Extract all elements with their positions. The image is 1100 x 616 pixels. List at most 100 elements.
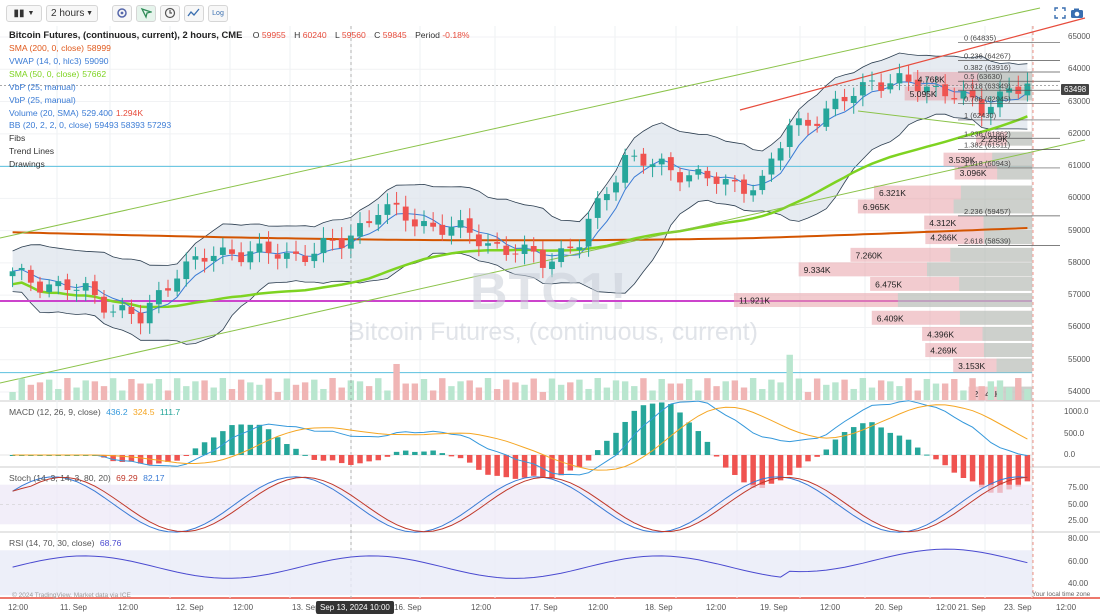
volume-bar [749, 378, 757, 400]
volume-by-price-bar [954, 165, 1032, 180]
fib-level-label: 1.618 (60943) [964, 159, 1011, 168]
macd-hist-bar [741, 455, 747, 483]
candle-body [137, 312, 144, 324]
macd-hist-bar [969, 455, 976, 482]
candle-body [229, 249, 235, 254]
macd-hist-bar [649, 403, 656, 455]
macd-hist-bar [311, 455, 318, 460]
candle-body [695, 169, 702, 175]
macd-hist-bar [201, 442, 208, 455]
volume-bar [731, 380, 739, 400]
legend-row-vbp-25-manual[interactable]: VbP (25, manual) [9, 94, 470, 107]
volume-bar [859, 378, 867, 400]
volume-bar [594, 378, 601, 400]
legend-row-fibs[interactable]: Fibs [9, 132, 470, 145]
volume-by-price-bar [857, 199, 1032, 214]
candle-body [110, 311, 117, 313]
clock-button[interactable] [160, 4, 180, 22]
candle-body [576, 247, 583, 250]
interval-select[interactable]: 2 hours ▼ [46, 4, 98, 22]
candle-body [750, 190, 757, 196]
indicators-button[interactable] [184, 4, 204, 22]
volume-bar [91, 381, 99, 400]
trend-line-resistance [739, 17, 1086, 111]
time-axis-label: 12:00 [706, 603, 727, 612]
candle-body [549, 261, 555, 270]
volume-bar [228, 389, 236, 400]
candle-body [466, 218, 473, 233]
macd-hist-bar [220, 431, 226, 455]
macd-hist-bar [713, 455, 720, 457]
legend-row-drawings[interactable]: Drawings [9, 158, 470, 171]
legend-row-sma-200-0-close[interactable]: SMA (200, 0, close) 58999 [9, 42, 470, 55]
legend-row-volume-20-sma[interactable]: Volume (20, SMA) 529.400 1.294K [9, 107, 470, 120]
vbp-label: 3.539K [949, 155, 976, 165]
candle-body [805, 119, 811, 126]
open-value: 59955 [261, 30, 286, 40]
vbp-label: 5.095K [910, 89, 937, 99]
fib-level-label: 0.5 (63630) [964, 72, 1003, 81]
legend-row-trend-lines[interactable]: Trend Lines [9, 145, 470, 158]
candle-body [942, 84, 949, 97]
volume-bar [311, 379, 318, 400]
legend-row-sma-50-0-close[interactable]: SMA (50, 0, close) 57662 [9, 68, 470, 81]
time-axis-label: 16. Sep [394, 603, 422, 612]
macd-hist-bar [366, 455, 372, 462]
volume-bar [1015, 378, 1022, 400]
macd-hist-bar [110, 455, 116, 462]
volume-bar [969, 378, 976, 400]
screenshot-button[interactable] [1069, 5, 1085, 21]
macd-hist-bar [348, 455, 354, 465]
macd-hist-bar [256, 424, 263, 455]
vbp-label: 11.921K [739, 296, 770, 306]
time-axis-label: 12:00 [233, 603, 254, 612]
price-axis-label: 63000 [1068, 96, 1091, 106]
volume-bar [484, 378, 492, 400]
candle-body [686, 175, 693, 182]
time-axis-label: 12:00 [1056, 603, 1077, 612]
legend-row-name: Fibs [9, 133, 26, 144]
legend-row-name: Drawings [9, 159, 45, 170]
legend-row-name: VWAP (14, 0, hlc3) [9, 55, 82, 66]
volume-bar [128, 378, 135, 400]
volume-bar [55, 388, 62, 400]
cursor-button[interactable] [136, 4, 156, 22]
candle-body [923, 86, 930, 93]
volume-bar [384, 390, 391, 400]
vbp-label: 6.965K [863, 202, 890, 212]
log-button[interactable]: Log [208, 4, 228, 22]
legend-row-vbp-25-manual[interactable]: VbP (25, manual) [9, 81, 470, 94]
toolbar: ▮▮ ▼ 2 hours ▼ Log [0, 0, 1100, 26]
candle-body [731, 179, 738, 182]
time-axis-label: 12:00 [8, 603, 29, 612]
macd-hist-bar [786, 455, 793, 476]
trend-line-upper-channel [0, 7, 1041, 239]
volume-bar [420, 379, 428, 400]
candle-body [987, 106, 994, 115]
fullscreen-button[interactable] [1052, 5, 1068, 21]
stoch-axis-label: 50.00 [1068, 499, 1089, 509]
rsi-axis-label: 40.00 [1068, 579, 1089, 588]
vbp-label: 6.409K [877, 313, 904, 323]
candle-body [402, 206, 409, 221]
candle-body [283, 253, 290, 259]
candle-body [832, 98, 839, 110]
candle-body [384, 204, 391, 215]
timezone-note[interactable]: Your local time zone [1032, 591, 1091, 598]
candle-body [174, 278, 181, 292]
volume-by-price-bar [925, 230, 1032, 245]
macd-hist-bar [265, 429, 272, 455]
candle-body [786, 125, 793, 147]
macd-hist-bar [640, 405, 647, 455]
candle-body [658, 158, 665, 165]
macd-hist-bar [869, 422, 875, 455]
candle-body [201, 257, 208, 262]
legend-row-bb-20-2-2-0-close[interactable]: BB (20, 2, 2, 0, close) 59493 58393 57293 [9, 119, 470, 132]
high-value: 60240 [302, 30, 327, 40]
settings-button[interactable] [112, 4, 132, 22]
chart-type-button[interactable]: ▮▮ ▼ [6, 4, 42, 22]
stoch-legend-name: Stoch (14, 3, 14, 3, 80, 20) [9, 473, 111, 483]
candle-body [247, 251, 254, 263]
legend-row-vwap-14-0-hlc3[interactable]: VWAP (14, 0, hlc3) 59090 [9, 55, 470, 68]
